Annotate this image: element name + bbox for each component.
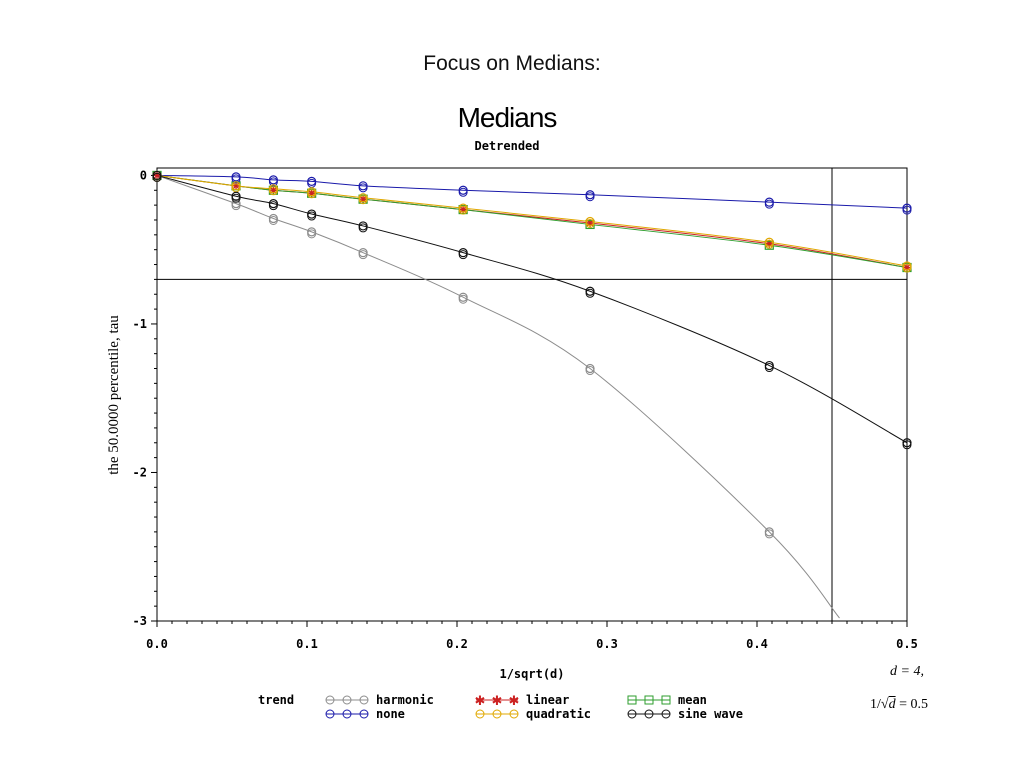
y-tick-label: -3 xyxy=(133,614,147,628)
data-point-sine-wave-replicate xyxy=(152,172,162,182)
annotation-prefix: 1/ xyxy=(870,697,881,712)
data-point-harmonic-replicate xyxy=(585,366,595,376)
legend-item-harmonic: harmonic xyxy=(324,693,434,707)
series-layer xyxy=(156,174,908,619)
data-point-harmonic-replicate xyxy=(268,215,278,225)
x-tick-label: 0.5 xyxy=(896,637,918,651)
data-point-quadratic-replicate xyxy=(268,186,278,196)
data-point-quadratic-replicate xyxy=(358,195,368,205)
data-point-none-replicate xyxy=(902,205,912,215)
data-point-harmonic-replicate xyxy=(764,529,774,539)
legend-swatch-mean xyxy=(627,695,671,705)
legend-label-quadratic: quadratic xyxy=(526,707,592,721)
legend-swatch-none xyxy=(325,709,369,719)
data-point-sine-wave-replicate xyxy=(764,363,774,373)
legend-label-sine-wave: sine wave xyxy=(678,707,744,721)
data-point-quadratic-replicate xyxy=(458,205,468,215)
data-point-sine-wave-replicate xyxy=(358,223,368,233)
x-tick-label: 0.1 xyxy=(296,637,318,651)
legend-swatch-sine-wave xyxy=(627,709,671,719)
slide-title: Focus on Medians: xyxy=(423,52,601,75)
series-line-mean xyxy=(156,174,908,269)
legend-title: trend xyxy=(258,693,295,707)
x-tick-label: 0.0 xyxy=(146,637,168,651)
data-point-sine-wave-replicate xyxy=(268,201,278,211)
y-tick-label: -2 xyxy=(133,465,147,479)
data-point-none-replicate xyxy=(231,174,241,184)
y-tick-label: 0 xyxy=(140,168,147,182)
data-point-quadratic-replicate xyxy=(764,239,774,249)
legend-swatch-harmonic xyxy=(325,695,369,705)
chart-title: Medians xyxy=(457,102,558,133)
data-point-sine-wave-replicate xyxy=(231,193,241,203)
data-point-quadratic-replicate xyxy=(585,218,595,228)
annotation-line1: d = 4, xyxy=(890,664,924,679)
x-tick-label: 0.3 xyxy=(596,637,618,651)
data-point-none-replicate xyxy=(268,177,278,187)
data-point-harmonic-replicate xyxy=(307,229,317,239)
marker-layer xyxy=(152,170,912,539)
series-line-sine-wave xyxy=(156,174,908,444)
legend-swatch-quadratic xyxy=(475,709,519,719)
legend-item-quadratic: quadratic xyxy=(474,707,591,721)
data-point-sine-wave-replicate xyxy=(902,440,912,450)
data-point-none-replicate xyxy=(764,199,774,209)
data-point-quadratic-replicate xyxy=(902,263,912,273)
data-point-none-replicate xyxy=(585,192,595,202)
chart-subtitle: Detrended xyxy=(474,139,540,153)
legend-item-none: none xyxy=(324,707,405,721)
legend-item-sine-wave: sine wave xyxy=(626,707,743,721)
legend-label-harmonic: harmonic xyxy=(376,693,434,707)
data-point-harmonic-replicate xyxy=(231,201,241,211)
legend-label-none: none xyxy=(376,707,405,721)
annotation-suffix: = 0.5 xyxy=(895,697,928,712)
data-point-sine-wave-replicate xyxy=(585,288,595,298)
data-point-quadratic-replicate xyxy=(307,189,317,199)
data-point-none-replicate xyxy=(358,183,368,193)
legend-label-mean: mean xyxy=(678,693,707,707)
axes-layer: 0.0 0.1 0.2 0.3 0.4 0.5 0 -1 -2 -3 xyxy=(133,167,918,651)
x-axis-label: 1/sqrt(d) xyxy=(499,667,564,681)
svg-text:✱: ✱ xyxy=(492,694,503,706)
svg-text:✱: ✱ xyxy=(509,694,520,706)
data-point-harmonic-replicate xyxy=(358,250,368,260)
sqrt-icon: √ xyxy=(880,697,889,712)
y-tick-label: -1 xyxy=(133,317,147,331)
x-tick-label: 0.2 xyxy=(446,637,468,651)
data-point-sine-wave-replicate xyxy=(458,250,468,260)
legend-item-mean: mean xyxy=(626,693,707,707)
annotation-line2: 1/√d = 0.5 xyxy=(870,697,928,713)
legend-item-linear: ✱ ✱ ✱ linear xyxy=(474,693,570,707)
series-line-harmonic xyxy=(156,174,840,619)
x-tick-label: 0.4 xyxy=(746,637,768,651)
data-point-none-replicate xyxy=(458,187,468,197)
series-line-none xyxy=(156,174,908,209)
legend-label-linear: linear xyxy=(526,693,570,707)
data-point-harmonic-replicate xyxy=(458,294,468,304)
y-axis-label: the 50.0000 percentile, tau xyxy=(106,315,122,475)
legend-swatch-linear: ✱ ✱ ✱ xyxy=(475,694,520,706)
plot-frame xyxy=(156,167,908,622)
series-line-quadratic xyxy=(156,174,908,267)
annotation-radicand: d xyxy=(888,697,896,712)
data-point-sine-wave-replicate xyxy=(307,211,317,221)
svg-text:✱: ✱ xyxy=(475,694,486,706)
